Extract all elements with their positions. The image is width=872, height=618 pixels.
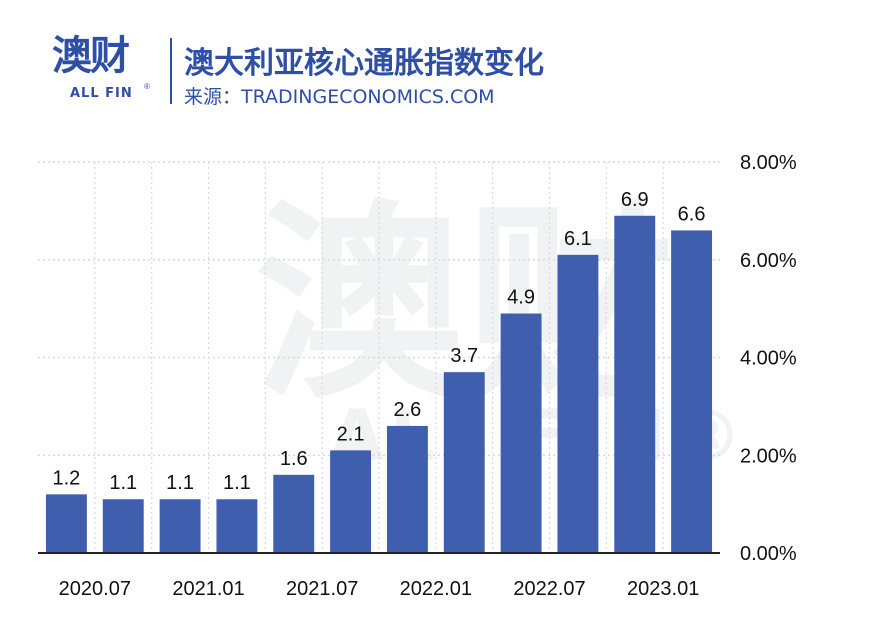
bar-2021.07	[273, 474, 315, 553]
data-label: 3.7	[450, 345, 478, 367]
y-tick-label: 4.00%	[740, 348, 797, 370]
logo-mark: 澳财	[52, 33, 130, 79]
bar-2021.10	[330, 450, 372, 553]
y-tick-label: 8.00%	[740, 152, 797, 174]
logo-subtext: ALL FIN	[70, 86, 133, 101]
bar-2020.10	[102, 499, 144, 553]
allfin-logo: 澳财 ALL FIN ®	[52, 32, 162, 110]
data-label: 1.1	[223, 472, 251, 494]
y-tick-label: 6.00%	[740, 250, 797, 272]
x-tick-label: 2022.07	[513, 578, 585, 600]
bar-2021.04	[216, 499, 258, 553]
y-tick-label: 0.00%	[740, 543, 797, 565]
chart-header: 澳财 ALL FIN ® 澳大利亚核心通胀指数变化 来源：TRADINGECON…	[0, 0, 872, 120]
bar-2022.10	[557, 254, 599, 554]
axes: 0.00% 2.00% 4.00% 6.00% 8.00% 2020.07 2021.01 2…	[38, 152, 797, 600]
data-label: 6.1	[564, 228, 592, 250]
data-label: 6.9	[621, 189, 649, 211]
data-label: 2.1	[337, 423, 365, 445]
x-tick-label: 2022.01	[400, 578, 472, 600]
registered-mark: ®	[144, 82, 150, 91]
data-label: 1.6	[280, 448, 308, 470]
chart-title: 澳大利亚核心通胀指数变化	[184, 46, 544, 81]
data-label: 6.6	[678, 203, 706, 225]
grid-lines	[38, 161, 720, 553]
data-label: 4.9	[507, 287, 535, 309]
bar-2023.04	[671, 230, 713, 554]
bar-2022.04	[443, 372, 485, 553]
bar-2021.01	[159, 499, 201, 553]
x-tick-label: 2021.07	[286, 578, 358, 600]
data-label: 1.1	[166, 472, 194, 494]
data-label: 1.2	[53, 467, 81, 489]
bar-2020.07	[45, 494, 87, 553]
x-tick-label: 2023.01	[627, 578, 699, 600]
bars	[45, 215, 713, 554]
x-tick-label: 2021.01	[172, 578, 244, 600]
data-label: 1.1	[109, 472, 137, 494]
bar-2023.01	[614, 215, 656, 553]
chart-source: 来源：TRADINGECONOMICS.COM	[184, 86, 495, 108]
y-tick-label: 2.00%	[740, 445, 797, 467]
data-labels: 1.2 1.1 1.1 1.1 1.6 2.1 2.6 3.7 4.9 6.1 6.9 6.6	[53, 189, 706, 494]
data-label: 2.6	[394, 399, 422, 421]
bar-2022.01	[386, 425, 428, 553]
header-divider	[170, 38, 172, 104]
x-tick-label: 2020.07	[59, 578, 131, 600]
bar-2022.07	[500, 313, 542, 553]
